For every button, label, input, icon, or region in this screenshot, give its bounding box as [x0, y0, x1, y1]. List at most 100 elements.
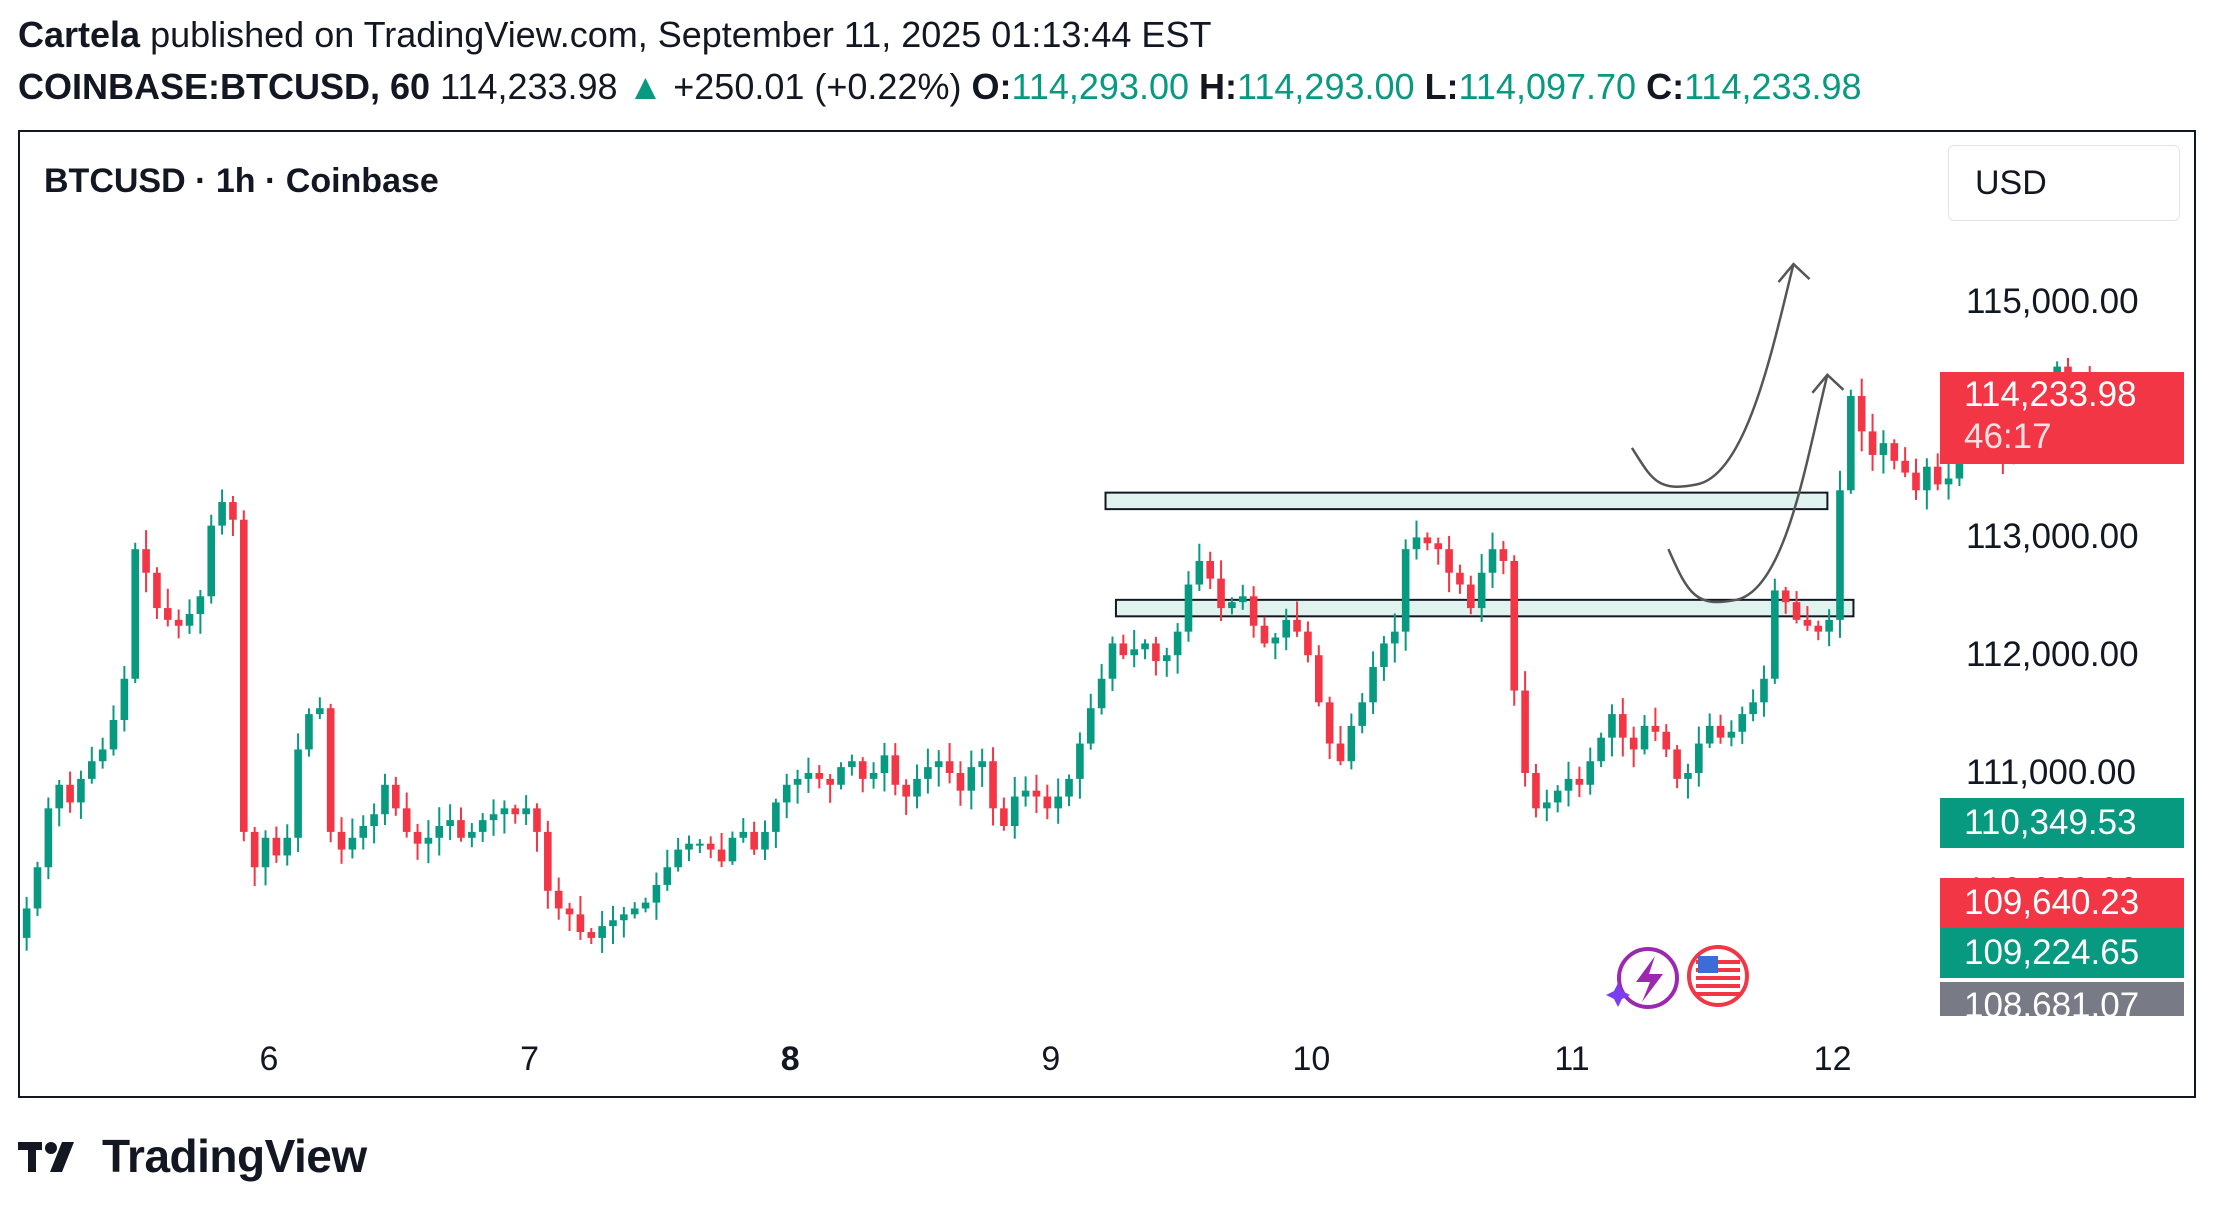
candle-body — [717, 849, 726, 862]
candle — [1868, 413, 1877, 471]
candle-body — [120, 678, 129, 720]
candle-body — [1879, 443, 1888, 455]
candle-body — [1608, 714, 1616, 738]
candle — [305, 708, 313, 757]
bolt-icon[interactable] — [1606, 947, 1679, 1009]
candle — [272, 826, 281, 863]
candle — [1238, 584, 1247, 610]
support-zone-1[interactable] — [1104, 491, 1829, 511]
candle — [858, 757, 867, 793]
candle-body — [468, 831, 476, 838]
candle-body — [1467, 584, 1475, 609]
candle-body — [804, 773, 813, 779]
candle — [1076, 732, 1084, 799]
candle-body — [1314, 655, 1323, 703]
symbol-label: COINBASE:BTCUSD, 60 — [18, 66, 431, 107]
candle-body — [1336, 743, 1345, 762]
candle — [576, 896, 585, 940]
projection-path-2[interactable] — [1667, 374, 1829, 604]
candle — [772, 798, 780, 848]
candle-body — [1358, 702, 1367, 726]
candle — [630, 902, 639, 919]
low-label: L: — [1424, 66, 1459, 107]
candle-body — [1847, 396, 1855, 491]
brand[interactable]: TradingView — [18, 1128, 367, 1184]
candle-body — [815, 773, 824, 779]
candle-body — [1705, 725, 1714, 744]
candle-body — [478, 820, 487, 832]
candle-body — [1021, 790, 1030, 797]
candle-body — [1564, 778, 1573, 791]
candle — [196, 589, 205, 634]
candle — [77, 770, 85, 819]
candle-body — [1825, 619, 1833, 632]
candle-body — [1933, 466, 1942, 485]
candle-body — [316, 708, 324, 715]
price-change: +250.01 (+0.22%) — [673, 66, 962, 107]
candle — [33, 861, 42, 917]
candle — [66, 771, 74, 813]
candle — [837, 762, 845, 790]
candle — [1141, 639, 1149, 660]
candle — [316, 697, 324, 720]
candle — [674, 837, 682, 872]
candle-body — [1944, 478, 1953, 485]
currency-selector[interactable]: USD — [1948, 145, 2180, 221]
candle-body — [218, 502, 226, 526]
candle-body — [1781, 590, 1790, 603]
candle — [1390, 613, 1399, 663]
candle-body — [1173, 631, 1182, 656]
candle — [1000, 797, 1008, 831]
candle-body — [446, 820, 454, 827]
candle-body — [1434, 543, 1443, 550]
candle-body — [109, 719, 118, 750]
price-axis-label: 115,000.00 — [1966, 281, 2139, 321]
candle-body — [696, 843, 704, 846]
candle-body — [413, 831, 422, 844]
candle — [1933, 453, 1942, 491]
price-tag: 110,349.53 — [1940, 798, 2184, 848]
price-tag-value: 109,224.65 — [1964, 933, 2140, 972]
time-axis-label: 8 — [780, 1040, 800, 1078]
candle-body — [793, 778, 802, 785]
candle-body — [1423, 537, 1432, 544]
candle-body — [1282, 619, 1291, 638]
candle-body — [87, 761, 96, 779]
projection-path-1[interactable] — [1630, 263, 1795, 488]
us-flag-icon[interactable] — [1687, 945, 1749, 1007]
candle — [413, 823, 422, 860]
candle — [554, 877, 563, 920]
candle — [435, 807, 444, 856]
candle — [1097, 664, 1106, 715]
candle — [87, 746, 96, 784]
candle — [1847, 389, 1855, 494]
candle-body — [1521, 690, 1529, 773]
candle-body — [207, 525, 216, 597]
candle-body — [1792, 602, 1801, 620]
candle-body — [174, 619, 183, 626]
candle-body — [1586, 761, 1595, 785]
candle-body — [620, 914, 628, 921]
candle — [1901, 447, 1909, 478]
candle — [348, 818, 357, 859]
candle — [1488, 532, 1497, 588]
candle — [1412, 520, 1421, 560]
candle — [478, 813, 487, 842]
candle-body — [1857, 396, 1866, 432]
candle — [869, 762, 878, 789]
candle — [1434, 537, 1443, 565]
candle — [98, 737, 107, 769]
candle-body — [457, 820, 465, 838]
candle — [1684, 763, 1692, 799]
candle-body — [533, 808, 541, 832]
candle — [782, 773, 791, 819]
ohlc-bar: COINBASE:BTCUSD, 60 114,233.98 ▲ +250.01… — [18, 66, 1862, 108]
candle-body — [1390, 631, 1399, 644]
candle — [1771, 578, 1779, 684]
candle — [1586, 747, 1595, 795]
candle — [663, 849, 672, 891]
candle-body — [261, 837, 270, 868]
candle — [652, 872, 661, 920]
price-axis-label: 111,000.00 — [1966, 753, 2136, 792]
